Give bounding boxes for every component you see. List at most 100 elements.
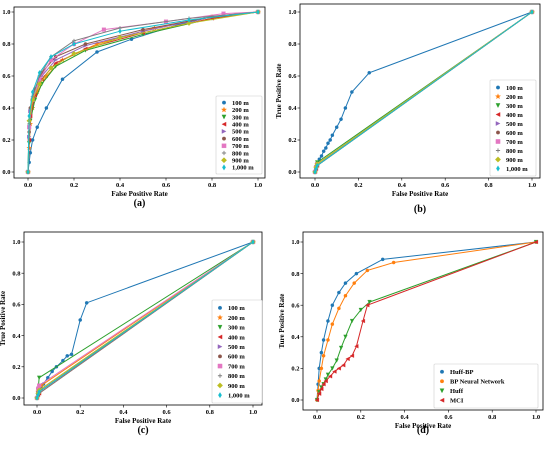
y-tick-label: 1.0 <box>12 239 20 246</box>
data-point <box>36 81 43 87</box>
legend-entry: 400 m <box>228 334 245 341</box>
legend-marker <box>221 129 227 134</box>
legend-entry: 200 m <box>232 107 249 114</box>
data-point <box>37 383 42 388</box>
legend-box <box>489 79 537 177</box>
legend-marker <box>221 114 227 120</box>
data-point <box>317 379 321 383</box>
legend-marker <box>218 354 222 359</box>
x-axis-label: False Positive Rate <box>395 422 451 430</box>
legend-marker <box>496 165 500 172</box>
data-point <box>343 106 348 110</box>
legend-entry: 900 m <box>232 158 249 165</box>
y-axis-label: True Positive Rate <box>0 291 7 346</box>
data-point <box>48 65 54 71</box>
x-tick-label: 0.4 <box>398 182 407 189</box>
y-tick-label: 1.0 <box>2 9 10 16</box>
y-tick-label: 0.8 <box>291 271 300 278</box>
plot-frame <box>13 6 266 179</box>
data-point <box>321 382 326 387</box>
legend-box <box>215 95 263 175</box>
legend-marker <box>440 369 444 374</box>
data-point <box>367 71 372 75</box>
data-point <box>367 299 372 305</box>
legend-entry: 200 m <box>506 94 523 101</box>
y-tick-label: 0.0 <box>288 169 296 176</box>
legend-entry: 800 m <box>232 150 249 157</box>
data-point <box>186 20 192 26</box>
legend-entry: Huff-BP <box>450 369 474 376</box>
data-point <box>343 293 348 298</box>
data-point <box>314 397 320 403</box>
data-point <box>321 149 326 153</box>
legend-marker <box>217 324 223 330</box>
data-point <box>328 138 332 142</box>
data-point <box>365 303 370 308</box>
legend-marker <box>496 85 500 90</box>
x-tick-label: 0.2 <box>354 182 362 189</box>
data-point <box>187 17 191 23</box>
legend-box <box>211 299 263 404</box>
data-point <box>324 146 328 150</box>
data-point <box>330 133 335 137</box>
data-point <box>350 90 354 94</box>
legend-entry: 1,000 m <box>228 392 250 399</box>
data-point <box>336 366 341 371</box>
y-tick-label: 0.8 <box>12 270 21 277</box>
data-point <box>37 389 41 395</box>
x-axis-label: False Positive Rate <box>392 190 448 198</box>
data-point <box>27 113 31 119</box>
data-point <box>330 303 335 307</box>
x-tick-label: 0.6 <box>163 409 172 416</box>
x-tick-label: 0.4 <box>116 182 125 189</box>
chart-panel-4: 0.0 0.2 0.4 0.6 0.8 1.0 0.0 0.2 0.4 0.6 0.8 1.0 Fals… <box>278 231 544 436</box>
legend-marker <box>439 397 445 403</box>
legend-box <box>433 363 539 409</box>
legend-entry: 500 m <box>228 344 245 351</box>
y-tick-label: 0.6 <box>12 302 21 309</box>
y-tick-label: 0.2 <box>12 364 20 371</box>
legend-marker <box>440 379 444 384</box>
legend-marker <box>439 388 445 394</box>
legend-marker <box>495 121 501 126</box>
legend-entry: 300 m <box>232 114 249 121</box>
panel-label: (c) <box>137 425 148 436</box>
legend-marker <box>222 164 226 171</box>
legend-entry: MCI <box>450 398 464 405</box>
data-point <box>319 350 324 355</box>
x-axis-label: False Positive Rate <box>111 190 167 198</box>
data-point <box>360 318 366 324</box>
legend-entry: 700 m <box>228 363 245 370</box>
data-point <box>358 307 363 313</box>
data-point <box>118 28 122 34</box>
legend-marker <box>495 148 501 153</box>
legend-marker <box>495 103 501 108</box>
legend-marker <box>221 121 227 127</box>
legend-entry: 600 m <box>506 130 523 137</box>
legend-entry: 600 m <box>232 136 249 143</box>
data-point <box>72 41 76 47</box>
legend-entry: 100 m <box>232 100 249 107</box>
data-point <box>117 34 123 41</box>
plot-frame <box>302 231 544 411</box>
legend-entry: 600 m <box>228 354 245 361</box>
y-tick-label: 0.4 <box>2 105 11 112</box>
data-point <box>533 239 539 245</box>
legend-entry: Huff <box>450 388 464 395</box>
data-point <box>53 57 58 63</box>
chart-panel-1: 0.0 0.2 0.4 0.6 0.8 1.0 0.0 0.2 0.4 0.6 0.8 1.0 Fals… <box>2 6 266 209</box>
data-point <box>69 352 74 357</box>
data-point <box>321 338 326 342</box>
panel-label: (d) <box>417 425 429 436</box>
legend-marker <box>495 156 501 163</box>
y-tick-label: 0.4 <box>291 334 300 341</box>
legend-marker <box>217 363 223 369</box>
data-point <box>251 239 255 245</box>
data-point <box>326 319 330 323</box>
legend-entry: 500 m <box>506 121 523 128</box>
data-point <box>30 89 35 95</box>
data-point <box>332 369 337 374</box>
data-point <box>339 117 343 121</box>
data-point <box>341 363 346 368</box>
x-tick-label: 0.2 <box>70 182 78 189</box>
